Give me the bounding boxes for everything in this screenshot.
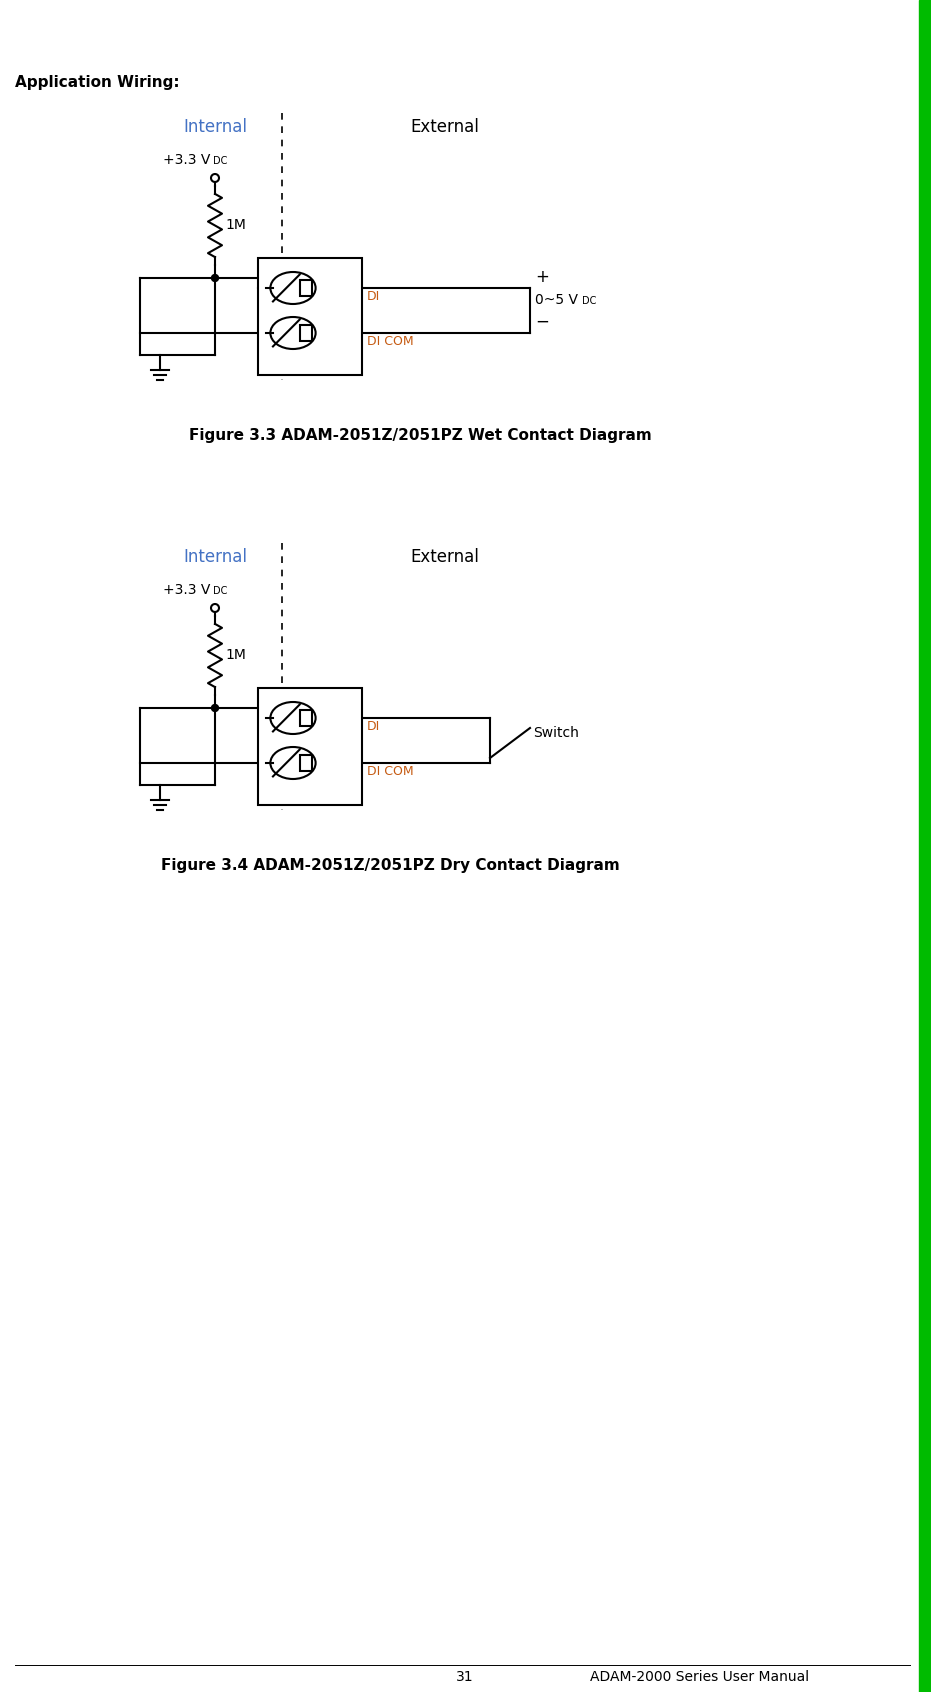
Text: DC: DC [582, 296, 597, 306]
Text: DC: DC [213, 585, 227, 596]
Text: ADAM-2000 Series User Manual: ADAM-2000 Series User Manual [590, 1670, 809, 1684]
Text: +3.3 V: +3.3 V [163, 152, 210, 168]
Text: Internal: Internal [183, 548, 247, 567]
Text: Switch: Switch [533, 726, 579, 739]
Text: +3.3 V: +3.3 V [163, 584, 210, 597]
Text: DC: DC [213, 156, 227, 166]
Ellipse shape [270, 316, 316, 349]
Text: External: External [411, 118, 479, 135]
Text: Internal: Internal [183, 118, 247, 135]
Text: 1M: 1M [225, 648, 246, 662]
Bar [300, 711, 313, 726]
Text: DI COM: DI COM [367, 765, 413, 778]
Text: External: External [411, 548, 479, 567]
Text: Figure 3.3 ADAM-2051Z/2051PZ Wet Contact Diagram: Figure 3.3 ADAM-2051Z/2051PZ Wet Contact… [189, 428, 652, 443]
Bar [300, 279, 313, 296]
Text: DI COM: DI COM [367, 335, 413, 349]
Ellipse shape [270, 272, 316, 305]
Bar [919, 0, 931, 1692]
Text: 1M: 1M [225, 218, 246, 232]
Text: DI: DI [367, 721, 380, 733]
Ellipse shape [270, 746, 316, 778]
Circle shape [211, 704, 219, 712]
Bar [258, 689, 362, 805]
Bar [300, 755, 313, 772]
Text: Figure 3.4 ADAM-2051Z/2051PZ Dry Contact Diagram: Figure 3.4 ADAM-2051Z/2051PZ Dry Contact… [161, 858, 619, 873]
Circle shape [211, 274, 219, 281]
Text: Application Wiring:: Application Wiring: [15, 74, 180, 90]
Bar [258, 257, 362, 376]
Text: DI: DI [367, 289, 380, 303]
Text: 31: 31 [456, 1670, 474, 1684]
Text: +: + [535, 267, 549, 286]
Bar [300, 325, 313, 342]
Ellipse shape [270, 702, 316, 734]
Text: −: − [535, 313, 549, 332]
Text: 0~5 V: 0~5 V [535, 293, 578, 306]
